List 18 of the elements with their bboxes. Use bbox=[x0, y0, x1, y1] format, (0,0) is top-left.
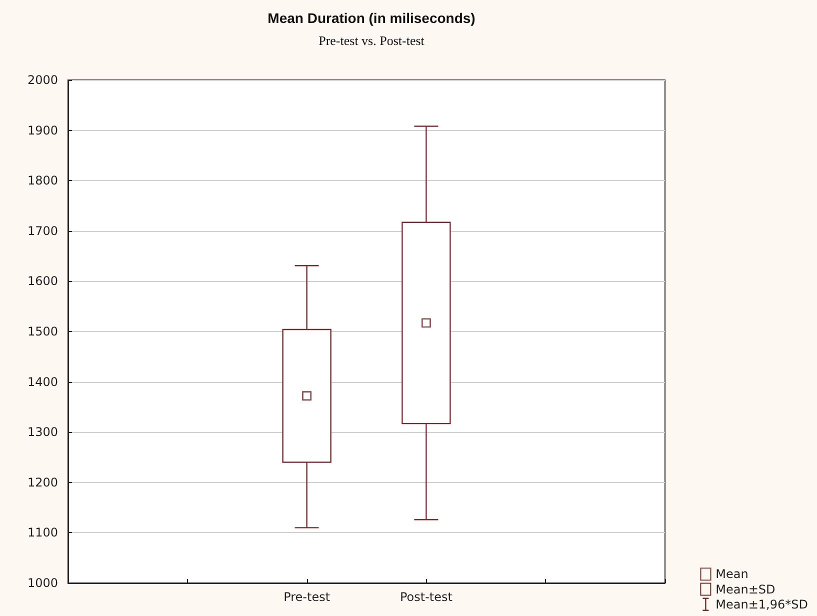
chart-title: Mean Duration (in miliseconds) bbox=[268, 10, 476, 26]
x-tick-label: Post-test bbox=[400, 590, 453, 604]
legend-label: Mean bbox=[716, 567, 748, 582]
chart-subtitle: Pre-test vs. Post-test bbox=[318, 33, 425, 48]
y-tick-label: 1000 bbox=[27, 576, 58, 590]
x-tick-label: Pre-test bbox=[284, 590, 330, 604]
y-tick-label: 1800 bbox=[27, 174, 58, 188]
y-tick-label: 1100 bbox=[27, 526, 58, 540]
y-tick-label: 1900 bbox=[27, 123, 58, 138]
y-tick-label: 1200 bbox=[27, 475, 58, 490]
y-tick-label: 1400 bbox=[27, 374, 58, 389]
y-tick-label: 1300 bbox=[27, 425, 58, 440]
y-tick-label: 1500 bbox=[27, 324, 58, 338]
y-tick-label: 1700 bbox=[27, 224, 58, 238]
y-tick-label: 1600 bbox=[27, 274, 58, 288]
legend-label: Mean±1,96*SD bbox=[716, 597, 808, 612]
legend-label: Mean±SD bbox=[716, 582, 776, 596]
y-tick-label: 2000 bbox=[27, 73, 58, 87]
